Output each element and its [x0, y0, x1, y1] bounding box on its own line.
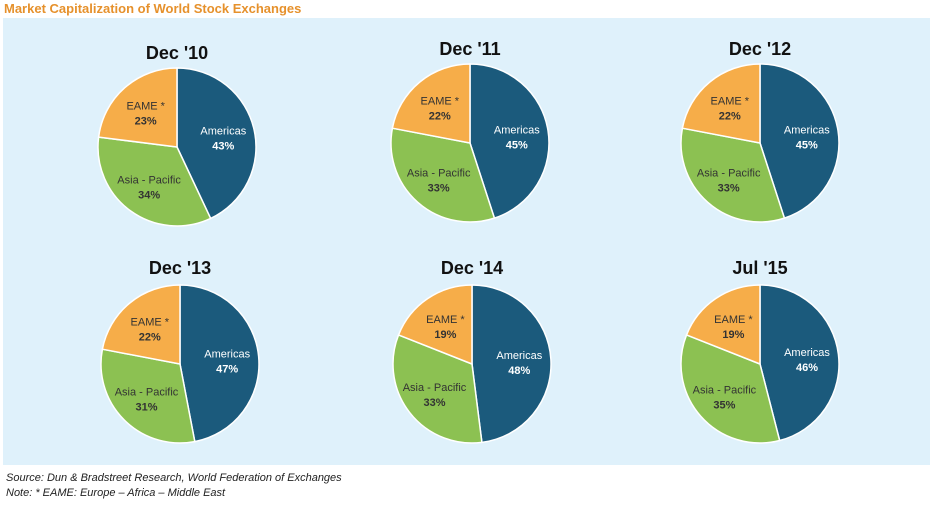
pie-slice-americas [176, 67, 257, 220]
pie-slice-americas [179, 284, 260, 443]
slice-label: Americas [496, 350, 542, 362]
pie-slice-eame [391, 63, 471, 144]
pie-slice-eame [681, 63, 761, 144]
slice-value-label: 45% [796, 140, 818, 152]
slice-value-label: 33% [423, 397, 445, 409]
slice-label: Americas [200, 126, 246, 138]
slice-value-label: 46% [796, 362, 818, 374]
slice-label: EAME * [126, 100, 165, 112]
slice-label: EAME * [131, 317, 170, 329]
pie-slice-asia-pacific [100, 348, 196, 444]
pie-slice-eame [397, 284, 473, 366]
pie-slice-eame [685, 284, 761, 366]
slice-label: Americas [204, 349, 250, 361]
pie-chart: Dec '11 Americas 45% Asia - Pacific 33% EAME … [390, 39, 550, 223]
slice-value-label: 47% [216, 364, 238, 376]
slice-label: Asia - Pacific [407, 168, 471, 180]
pie-title: Dec '12 [729, 39, 791, 59]
pie-slice-asia-pacific [680, 127, 786, 223]
pie-title: Dec '11 [439, 39, 500, 59]
slice-label: Asia - Pacific [115, 387, 179, 399]
pie-slice-asia-pacific [392, 333, 483, 444]
slice-label: Asia - Pacific [117, 174, 181, 186]
slice-value-label: 43% [212, 141, 234, 153]
slice-value-label: 22% [719, 111, 741, 123]
pie-chart: Jul '15 Americas 46% Asia - Pacific 35% EAME … [680, 258, 840, 444]
pie-title: Dec '14 [441, 258, 503, 278]
slice-value-label: 34% [138, 189, 160, 201]
slice-value-label: 35% [713, 399, 735, 411]
eame-note: Note: * EAME: Europe – Africa – Middle E… [6, 487, 226, 499]
footnotes: Source: Dun & Bradstreet Research, World… [6, 471, 342, 501]
slice-value-label: 45% [506, 140, 528, 152]
slice-value-label: 19% [722, 329, 744, 341]
slice-label: Americas [784, 125, 830, 137]
source-note: Source: Dun & Bradstreet Research, World… [6, 472, 342, 484]
slice-value-label: 33% [428, 183, 450, 195]
pie-slice-eame [97, 67, 178, 148]
pie-slice-americas [471, 284, 552, 444]
pie-title: Jul '15 [732, 258, 787, 278]
slice-value-label: 22% [139, 332, 161, 344]
pie-title: Dec '10 [146, 43, 208, 63]
slice-label: EAME * [426, 314, 465, 326]
slice-value-label: 48% [508, 365, 530, 377]
slice-label: Asia - Pacific [693, 384, 757, 396]
charts-panel: Dec '10 Americas 43% Asia - Pacific 34% EAME … [3, 18, 930, 465]
slice-value-label: 31% [135, 402, 157, 414]
pie-slice-asia-pacific [97, 136, 212, 227]
pie-charts-grid: Dec '10 Americas 43% Asia - Pacific 34% EAME … [97, 39, 840, 444]
slice-label: EAME * [421, 96, 460, 108]
slice-label: EAME * [711, 96, 750, 108]
pie-slice-americas [759, 284, 840, 442]
pie-slice-asia-pacific [680, 333, 781, 444]
slice-value-label: 22% [429, 111, 451, 123]
pie-chart: Dec '12 Americas 45% Asia - Pacific 33% EAME … [680, 39, 840, 223]
pie-chart: Dec '10 Americas 43% Asia - Pacific 34% EAME … [97, 43, 257, 227]
slice-label: Asia - Pacific [403, 382, 467, 394]
slice-label: EAME * [714, 314, 753, 326]
slice-label: Americas [494, 125, 540, 137]
slice-value-label: 23% [135, 115, 157, 127]
slice-value-label: 33% [718, 183, 740, 195]
pie-slice-eame [101, 284, 181, 365]
slice-label: Americas [784, 347, 830, 359]
slice-value-label: 19% [434, 329, 456, 341]
pie-slice-americas [469, 63, 550, 220]
page-title: Market Capitalization of World Stock Exc… [4, 1, 302, 16]
slice-label: Asia - Pacific [697, 168, 761, 180]
pie-slice-americas [759, 63, 840, 220]
pie-slice-asia-pacific [390, 127, 496, 223]
pie-chart: Dec '14 Americas 48% Asia - Pacific 33% EAME … [392, 258, 552, 444]
pie-chart: Dec '13 Americas 47% Asia - Pacific 31% EAME … [100, 258, 260, 444]
pie-title: Dec '13 [149, 258, 211, 278]
